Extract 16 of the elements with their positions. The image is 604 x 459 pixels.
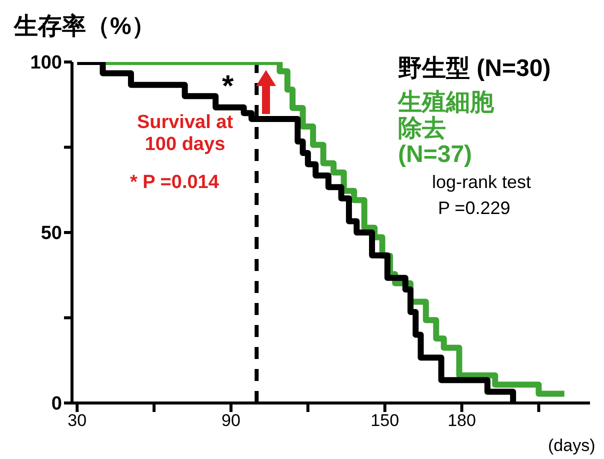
y-tick-label: 50 [40, 223, 62, 244]
x-axis-title: (days) [548, 436, 596, 456]
annotation: Survival at 100 days [136, 112, 234, 156]
series-label: 生殖細胞除去(N=37) [398, 89, 495, 168]
annotation: * [222, 70, 234, 104]
x-tick-label: 90 [222, 411, 240, 430]
annotation: * P =0.014 [130, 172, 219, 194]
y-axis-title: 生存率（%） [14, 12, 156, 42]
text: 野生型 (N=30) [398, 55, 552, 82]
annotation: log-rank test [432, 172, 532, 193]
x-tick-label: 150 [370, 411, 400, 430]
x-tick-label: 180 [448, 411, 476, 430]
x-tick-label: 30 [68, 411, 87, 430]
annotation: P =0.229 [438, 198, 510, 219]
y-tick-label: 100 [30, 52, 62, 74]
y-tick-label: 0 [51, 394, 62, 415]
